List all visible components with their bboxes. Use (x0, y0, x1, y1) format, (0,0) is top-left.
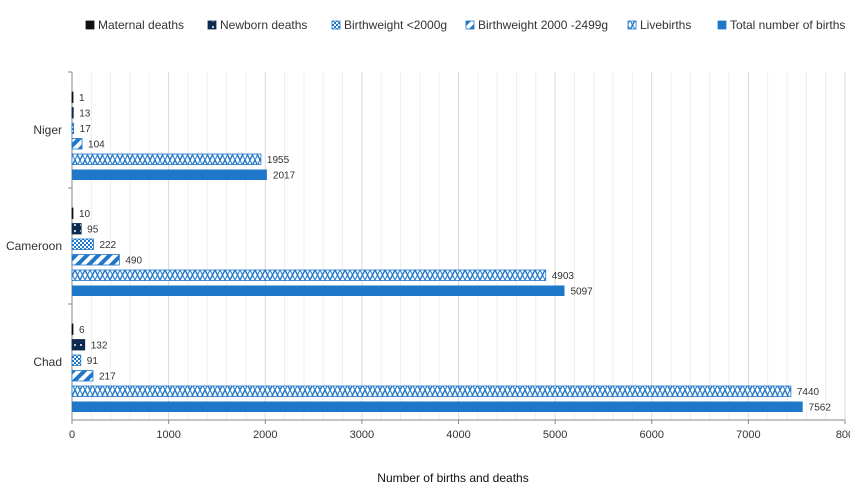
data-label: 132 (91, 341, 108, 352)
data-label: 7562 (809, 403, 832, 414)
bar (71, 354, 82, 366)
data-label: 13 (79, 109, 91, 120)
bar (71, 269, 547, 281)
bar (71, 223, 82, 235)
x-tick-label: 7000 (736, 429, 760, 441)
category-label: Chad (33, 355, 62, 369)
bar (71, 339, 86, 351)
data-label: 7440 (797, 387, 820, 398)
legend: Maternal deaths Newborn deaths Birthweight… (85, 18, 845, 32)
bar (71, 138, 83, 150)
bar (72, 169, 267, 180)
data-label: 5097 (570, 287, 593, 298)
x-axis-title: Number of births and deaths (377, 471, 528, 485)
bar (71, 254, 120, 266)
legend-swatch (207, 20, 217, 30)
data-label: 95 (87, 225, 99, 236)
x-tick-label: 3000 (350, 429, 374, 441)
data-label: 1955 (267, 155, 290, 166)
bar (72, 401, 803, 412)
bar (71, 107, 74, 119)
data-label: 4903 (552, 271, 575, 282)
x-tick-label: 6000 (640, 429, 664, 441)
x-tick-label: 800 (836, 429, 850, 441)
legend-label: Birthweight 2000 -2499g (478, 18, 608, 32)
data-label: 17 (80, 124, 92, 135)
legend-swatch (717, 20, 727, 30)
bar (71, 91, 74, 103)
data-label: 222 (99, 240, 116, 251)
legend-swatch (465, 20, 475, 30)
legend-swatch (331, 20, 341, 30)
bar (71, 122, 75, 134)
bars (71, 91, 803, 412)
legend-label: Livebirths (640, 18, 691, 32)
x-tick-label: 5000 (543, 429, 567, 441)
bar (71, 153, 262, 165)
legend-label: Newborn deaths (220, 18, 307, 32)
x-tick-label: 2000 (253, 429, 277, 441)
legend-label: Birthweight <2000g (344, 18, 447, 32)
bar (71, 207, 74, 219)
category-label: Niger (33, 123, 62, 137)
legend-label: Total number of births (730, 18, 845, 32)
x-tick-label: 4000 (446, 429, 470, 441)
bar (72, 285, 565, 296)
legend-swatch (85, 20, 95, 30)
bar (71, 385, 792, 397)
legend-label: Maternal deaths (98, 18, 184, 32)
data-label: 2017 (273, 171, 296, 182)
category-label: Cameroon (6, 239, 62, 253)
data-label: 10 (79, 209, 91, 220)
data-label: 217 (99, 372, 116, 383)
bar (71, 238, 94, 250)
bar (71, 370, 94, 382)
data-label: 490 (125, 256, 142, 267)
data-label: 91 (87, 356, 99, 367)
data-label: 104 (88, 140, 105, 151)
x-tick-label: 1000 (156, 429, 180, 441)
data-label: 1 (79, 93, 85, 104)
data-label: 6 (79, 325, 85, 336)
bar (71, 323, 74, 335)
legend-swatch (627, 20, 637, 30)
x-tick-label: 0 (69, 429, 75, 441)
gridlines (90, 72, 846, 420)
